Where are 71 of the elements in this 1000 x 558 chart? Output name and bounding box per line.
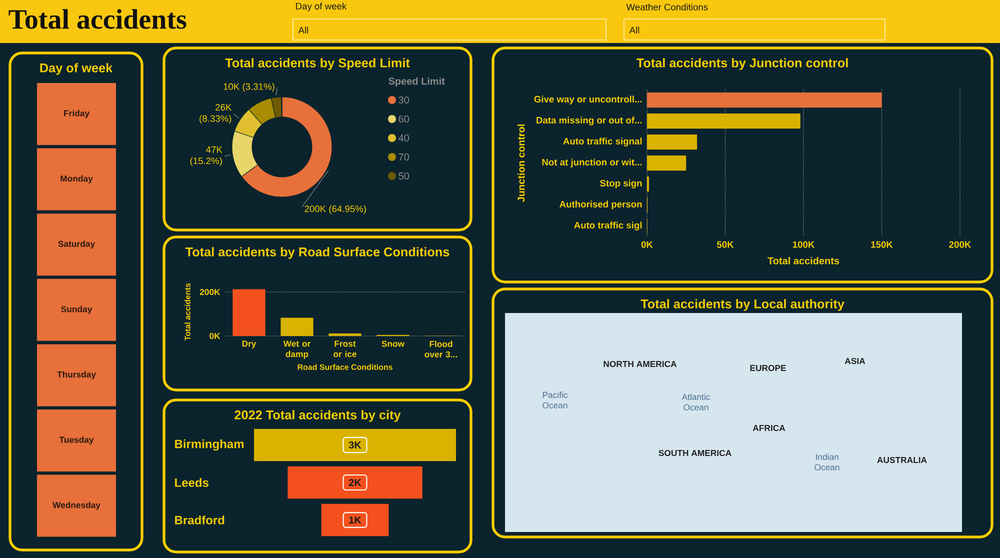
y-tick-label: Stop sign: [600, 180, 642, 188]
data-label: 3K: [348, 441, 362, 449]
y-axis-title: Total accidents: [184, 283, 190, 341]
bar: [280, 318, 314, 336]
text: Day of week: [40, 63, 113, 75]
legend-label: 40: [398, 134, 409, 142]
text: Weather Conditions: [626, 4, 708, 10]
x-axis-title: Total accidents: [768, 256, 840, 264]
category-label: Bradford: [175, 516, 224, 524]
x-tick-label: 150K: [871, 241, 893, 248]
text: All: [298, 26, 308, 34]
data-label: 47K (15.2%): [190, 146, 222, 166]
legend-label: 70: [398, 153, 409, 161]
legend-label: 60: [398, 115, 409, 123]
chart-title: Total accidents by Speed Limit: [225, 58, 410, 70]
text: All: [629, 26, 640, 34]
bar: [647, 92, 882, 108]
y-tick-label: Not at junction or wit...: [542, 158, 642, 168]
x-axis-title: Road Surface Conditions: [298, 364, 392, 370]
legend-title: Speed Limit: [388, 77, 445, 87]
text: Total accidents by Local authority: [640, 299, 844, 311]
text: Tuesday: [59, 436, 94, 445]
bar: [328, 333, 362, 336]
x-tick-label: 50K: [716, 241, 734, 248]
data-label: 10K (3.31%): [224, 83, 274, 92]
category-label: Birmingham: [175, 439, 244, 451]
text: Wednesday: [52, 502, 100, 510]
text: NORTH AMERICA: [604, 360, 677, 368]
text: Pacific Ocean: [542, 392, 568, 408]
text: Indian Ocean: [814, 454, 840, 470]
x-tick-label: Snow: [382, 340, 405, 347]
y-axis-title: Junction control: [517, 124, 525, 202]
text: AUSTRALIA: [877, 456, 927, 464]
x-tick-label: 0K: [641, 241, 653, 248]
text: Thursday: [57, 371, 96, 380]
chart-title: Total accidents by Junction control: [636, 58, 848, 70]
text: ASIA: [844, 358, 866, 364]
text: Total accidents: [8, 9, 186, 29]
bar: [232, 289, 266, 336]
y-tick-label: Give way or uncontroll...: [534, 96, 642, 104]
x-tick-label: Wet or damp: [283, 340, 311, 359]
x-tick-label: 100K: [792, 241, 815, 248]
data-label: 26K (8.33%): [200, 104, 232, 124]
text: AFRICA: [752, 424, 786, 432]
chart-title: Total accidents by Road Surface Conditions: [185, 247, 450, 259]
y-tick-label: Auto traffic signal: [563, 138, 642, 146]
text: SOUTH AMERICA: [658, 450, 732, 456]
data-label: 200K (64.95%): [304, 205, 366, 214]
text: Monday: [60, 175, 93, 184]
y-tick-label: Data missing or out of...: [536, 116, 642, 126]
bar: [647, 134, 698, 150]
text: Saturday: [58, 240, 95, 249]
x-tick-label: 200K: [949, 241, 972, 248]
legend-label: 50: [398, 172, 409, 180]
bar: [647, 113, 800, 129]
data-label: 1K: [349, 516, 362, 524]
text: EUROPE: [750, 364, 786, 372]
text: Sunday: [61, 306, 92, 314]
x-tick-label: Frost or ice: [334, 340, 356, 358]
text: Atlantic Ocean: [682, 394, 710, 410]
y-tick-label: Auto traffic sigl: [574, 222, 642, 230]
x-tick-label: Dry: [242, 340, 256, 348]
data-label: 2K: [348, 479, 362, 486]
x-tick-label: Flood over 3...: [424, 340, 458, 358]
bar: [647, 155, 686, 171]
y-tick-label: Authorised person: [560, 200, 642, 210]
text: Friday: [64, 110, 90, 118]
text: Day of week: [296, 2, 347, 12]
legend-label: 30: [398, 96, 409, 104]
text: 2022 Total accidents by city: [234, 410, 401, 422]
category-label: Leeds: [175, 478, 208, 487]
